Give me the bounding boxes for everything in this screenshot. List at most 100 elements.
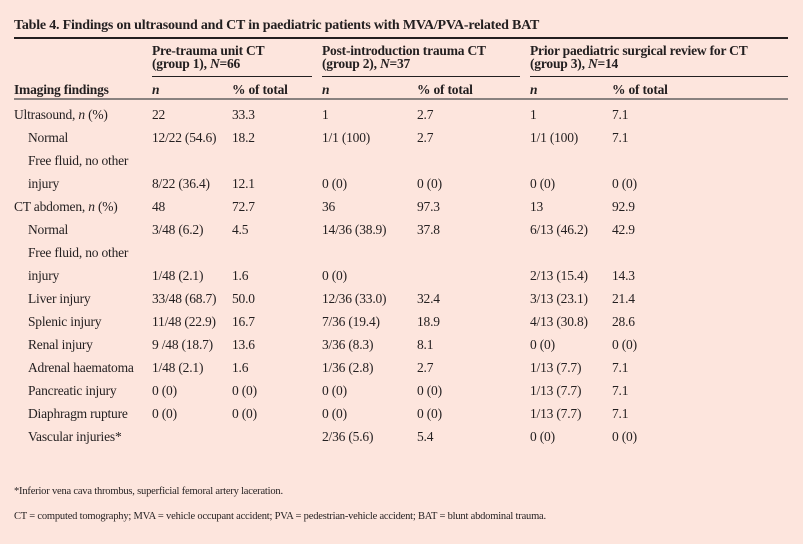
pct-cell: 50.0 xyxy=(232,291,255,306)
n-cell: 6/13 (46.2) xyxy=(530,222,588,237)
pct-cell: 18.9 xyxy=(417,314,440,329)
n-cell: 1 xyxy=(322,107,329,122)
n-cell: 1/13 (7.7) xyxy=(530,360,582,375)
imaging-findings-header: Imaging findings xyxy=(14,82,109,97)
n-cell: 1/1 (100) xyxy=(530,130,579,145)
spacer-cell xyxy=(700,402,788,425)
pct-cell: 7.1 xyxy=(612,360,629,375)
table-row: Renal injury 9 /48 (18.7) 13.6 3/36 (8.3) 8.… xyxy=(14,333,788,356)
n-cell: 3/36 (8.3) xyxy=(322,337,374,352)
group-1-header: Pre-trauma unit CT (group 1), N=66 xyxy=(152,44,265,71)
pct-cell: 2.7 xyxy=(417,130,434,145)
row-label: Adrenal haematoma xyxy=(28,360,134,375)
group-2-underline xyxy=(322,76,520,77)
n-cell: 3/48 (6.2) xyxy=(152,222,204,237)
n-cell: 1 xyxy=(530,107,537,122)
pct-cell: 7.1 xyxy=(612,383,629,398)
pct-cell: 0 (0) xyxy=(232,383,257,398)
spacer-cell xyxy=(700,356,788,379)
spacer-cell xyxy=(700,195,788,218)
n-cell: 1/13 (7.7) xyxy=(530,406,582,421)
spacer-cell xyxy=(700,333,788,356)
pct-cell: 72.7 xyxy=(232,199,255,214)
n-cell: 2/13 (15.4) xyxy=(530,268,588,283)
n-cell: 1/36 (2.8) xyxy=(322,360,374,375)
pct-cell: 0 (0) xyxy=(417,383,442,398)
n-cell: 4/13 (30.8) xyxy=(530,314,588,329)
pct-cell: 1.6 xyxy=(232,268,249,283)
header-rule xyxy=(14,98,788,100)
n-cell: 0 (0) xyxy=(152,406,177,421)
n-cell: 3/13 (23.1) xyxy=(530,291,588,306)
pct-cell: 28.6 xyxy=(612,314,635,329)
table-row: Free fluid, no other injury 8/22 (36.4) 12… xyxy=(14,149,788,195)
spacer-cell xyxy=(700,241,788,287)
row-label: Pancreatic injury xyxy=(28,383,117,398)
pct-cell: 92.9 xyxy=(612,199,635,214)
row-label: Vascular injuries* xyxy=(28,429,122,444)
pct-cell: 0 (0) xyxy=(232,406,257,421)
pct-cell: 8.1 xyxy=(417,337,434,352)
group-2-header: Post-introduction trauma CT (group 2), N… xyxy=(322,43,486,71)
pct-cell: 1.6 xyxy=(232,360,249,375)
n-cell: 11/48 (22.9) xyxy=(152,314,216,329)
spacer-cell xyxy=(700,218,788,241)
n-cell: 0 (0) xyxy=(322,268,347,283)
pct-cell xyxy=(417,241,530,287)
pct-cell: 0 (0) xyxy=(417,176,442,191)
pct-cell: 0 (0) xyxy=(612,337,637,352)
group-3-header: Prior paediatric surgical review for CT … xyxy=(530,44,748,71)
row-label: Normal xyxy=(28,130,69,145)
table-row: Ultrasound, n (%) 22 33.3 1 2.7 1 7.1 xyxy=(14,103,788,126)
pct-cell: 16.7 xyxy=(232,314,255,329)
n-cell: 0 (0) xyxy=(322,406,347,421)
pct-cell: 7.1 xyxy=(612,406,629,421)
pct-cell: 42.9 xyxy=(612,222,635,237)
n-cell: 1/13 (7.7) xyxy=(530,383,582,398)
n-cell: 14/36 (38.9) xyxy=(322,222,387,237)
spacer-cell xyxy=(700,287,788,310)
table-row: CT abdomen, n (%) 48 72.7 36 97.3 13 92.9 xyxy=(14,195,788,218)
row-label: Splenic injury xyxy=(28,314,102,329)
table-title: Table 4. Findings on ultrasound and CT i… xyxy=(14,18,540,33)
table-row: Normal 3/48 (6.2) 4.5 14/36 (38.9) 37.8 6/13 … xyxy=(14,218,788,241)
pct-cell: 21.4 xyxy=(612,291,635,306)
row-label: CT abdomen, n (%) xyxy=(14,199,118,214)
pct-cell: 2.7 xyxy=(417,107,434,122)
n-cell: 1/48 (2.1) xyxy=(152,268,204,283)
n-cell: 2/36 (5.6) xyxy=(322,429,374,444)
pct-header: % of total xyxy=(612,82,668,97)
row-label: Free fluid, no other injury xyxy=(28,245,129,283)
n-cell: 33/48 (68.7) xyxy=(152,291,217,306)
n-cell: 1/1 (100) xyxy=(322,130,371,145)
table-row: Vascular injuries* 2/36 (5.6) 5.4 0 (0) 0 (0… xyxy=(14,425,788,448)
n-cell: 12/22 (54.6) xyxy=(152,130,217,145)
table-row: Normal 12/22 (54.6) 18.2 1/1 (100) 2.7 1/1 (1… xyxy=(14,126,788,149)
group-3-underline xyxy=(530,76,788,77)
n-cell: 13 xyxy=(530,199,544,214)
footnote-abbreviations: CT = computed tomography; MVA = vehicle … xyxy=(14,511,546,522)
n-cell: 0 (0) xyxy=(322,176,347,191)
n-cell: 0 (0) xyxy=(530,429,555,444)
pct-cell xyxy=(232,425,322,448)
n-cell: 1/48 (2.1) xyxy=(152,360,204,375)
pct-cell: 7.1 xyxy=(612,130,629,145)
table-row: Liver injury 33/48 (68.7) 50.0 12/36 (33.0)… xyxy=(14,287,788,310)
group-header-line1: Post-introduction trauma CT xyxy=(322,43,486,58)
spacer-cell xyxy=(700,126,788,149)
n-cell: 8/22 (36.4) xyxy=(152,176,210,191)
pct-cell: 37.8 xyxy=(417,222,440,237)
n-cell: 48 xyxy=(152,199,166,214)
pct-cell: 97.3 xyxy=(417,199,440,214)
group-header-line2: (group 2), N=37 xyxy=(322,56,411,71)
row-label: Normal xyxy=(28,222,69,237)
table-row: Free fluid, no other injury 1/48 (2.1) 1.6… xyxy=(14,241,788,287)
table-row: Diaphragm rupture 0 (0) 0 (0) 0 (0) 0 (0) 1/1… xyxy=(14,402,788,425)
n-header: n xyxy=(530,82,538,97)
pct-header: % of total xyxy=(232,82,288,97)
top-rule xyxy=(14,37,788,39)
pct-header: % of total xyxy=(417,82,473,97)
pct-cell: 12.1 xyxy=(232,176,255,191)
n-cell: 12/36 (33.0) xyxy=(322,291,387,306)
pct-cell: 13.6 xyxy=(232,337,255,352)
